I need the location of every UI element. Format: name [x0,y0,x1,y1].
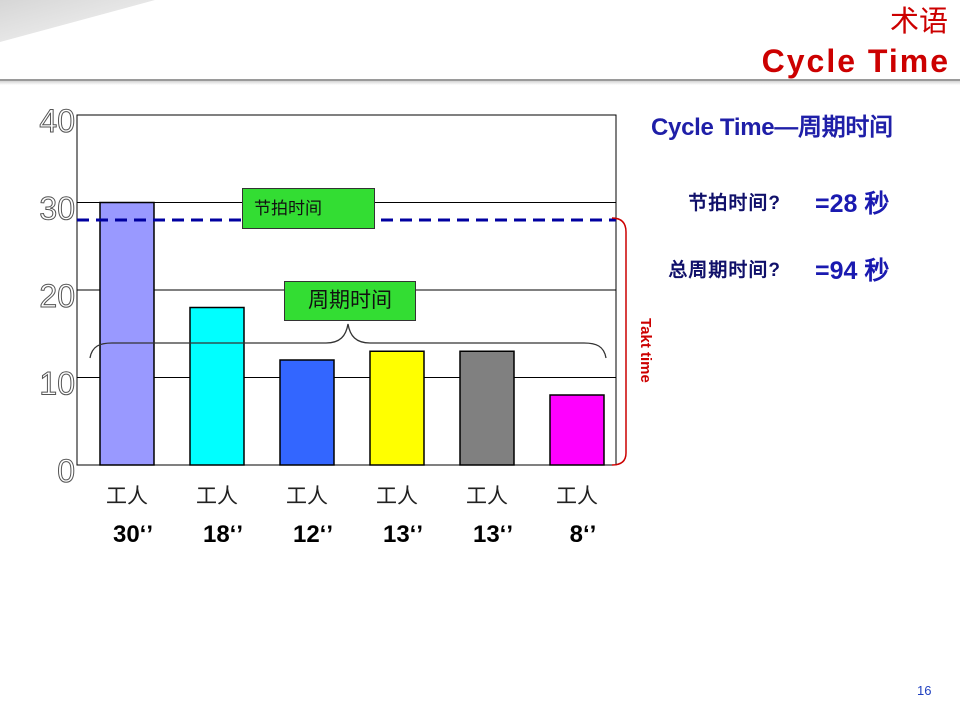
bar [459,350,515,466]
bar [549,394,605,466]
page-number: 16 [917,683,932,698]
y-tick-label: 10 [39,366,75,402]
cycle-time-callout: 周期时间 [284,281,416,321]
header-divider [0,79,960,81]
side-heading: Cycle Time—周期时间 [651,114,893,141]
cycle-time-brace [89,323,607,359]
y-tick-label: 30 [39,191,75,227]
x-category-label: 工人 [106,485,148,508]
slide-title: Cycle Time [761,43,950,79]
bar-value-label: 8‘’ [570,521,597,548]
header-swoosh [0,0,155,42]
bar-value-label: 12‘’ [293,521,333,548]
bar [99,201,155,466]
bar-value-label: 18‘’ [203,521,243,548]
bar-value-label: 13‘’ [383,521,423,548]
total-cycle-time-question: 总周期时间? [668,260,781,281]
x-category-label: 工人 [376,485,418,508]
takt-time-bracket-label: Takt time [637,318,654,383]
bar-value-label: 30‘’ [113,521,153,548]
x-category-label: 工人 [286,485,328,508]
total-cycle-time-answer: =94 秒 [815,257,890,285]
x-category-label: 工人 [196,485,238,508]
term-label: 术语 [889,6,948,38]
bar [279,359,335,466]
y-tick-label: 20 [39,278,75,314]
bar [369,350,425,466]
bar [189,306,245,466]
takt-bracket [611,217,627,466]
takt-time-answer: =28 秒 [815,190,890,218]
x-category-label: 工人 [556,485,598,508]
takt-time-question: 节拍时间? [688,193,781,214]
bar-value-label: 13‘’ [473,521,513,548]
y-tick-label: 40 [39,103,75,139]
y-tick-label: 0 [57,453,75,489]
takt-time-callout: 节拍时间 [242,188,375,229]
x-category-label: 工人 [466,485,508,508]
header-divider-shadow [0,81,960,85]
